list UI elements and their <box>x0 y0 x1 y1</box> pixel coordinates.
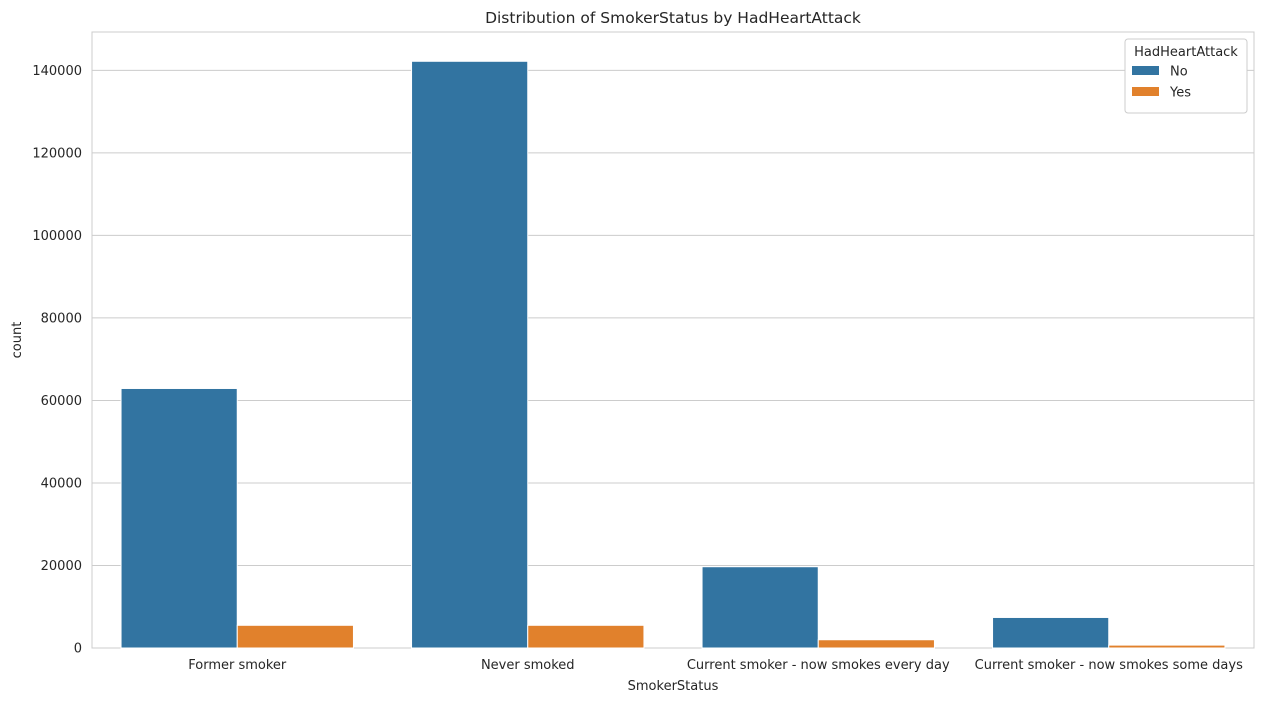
y-tick-labels: 0 20000 40000 60000 80000 100000 120000 140000 <box>32 64 82 657</box>
bar-no-current-smoker-now-smokes-every-day <box>701 566 819 649</box>
y-tick-label: 0 <box>74 642 82 657</box>
bar-yes-former-smoker <box>236 624 354 649</box>
y-axis-title: count <box>10 322 25 359</box>
bar-no-current-smoker-now-smokes-some-days <box>992 616 1110 649</box>
bar-yes-current-smoker-now-smokes-every-day <box>817 639 935 649</box>
bar-no-former-smoker <box>120 387 238 649</box>
y-tick-label: 20000 <box>41 559 82 574</box>
legend-items: No Yes <box>1132 65 1191 101</box>
x-tick-labels: Former smoker Never smoked Current smoker … <box>188 658 1243 673</box>
plot-area <box>91 31 1255 649</box>
legend: HadHeartAttack No Yes <box>1124 38 1248 114</box>
y-tick-label: 80000 <box>41 311 82 326</box>
legend-label-no: No <box>1170 65 1188 80</box>
y-tick-label: 120000 <box>32 146 82 161</box>
bar-yes-never-smoked <box>527 624 645 649</box>
bars <box>120 60 1226 649</box>
legend-swatch-yes <box>1132 87 1159 96</box>
bar-yes-current-smoker-now-smokes-some-days <box>1108 644 1226 649</box>
y-tick-label: 140000 <box>32 64 82 79</box>
bar-no-never-smoked <box>411 60 529 649</box>
x-tick-label: Current smoker - now smokes some days <box>975 658 1243 673</box>
x-tick-label: Never smoked <box>481 658 575 673</box>
x-tick-label: Former smoker <box>188 658 287 673</box>
chart-title: Distribution of SmokerStatus by HadHeart… <box>485 9 861 27</box>
y-tick-label: 100000 <box>32 229 82 244</box>
legend-title: HadHeartAttack <box>1134 45 1238 60</box>
y-tick-label: 40000 <box>41 476 82 491</box>
y-tick-label: 60000 <box>41 394 82 409</box>
legend-swatch-no <box>1132 66 1159 75</box>
x-tick-label: Current smoker - now smokes every day <box>687 658 950 673</box>
grid-lines <box>92 69 1254 649</box>
legend-label-yes: Yes <box>1169 86 1191 101</box>
x-axis-title: SmokerStatus <box>628 679 719 694</box>
